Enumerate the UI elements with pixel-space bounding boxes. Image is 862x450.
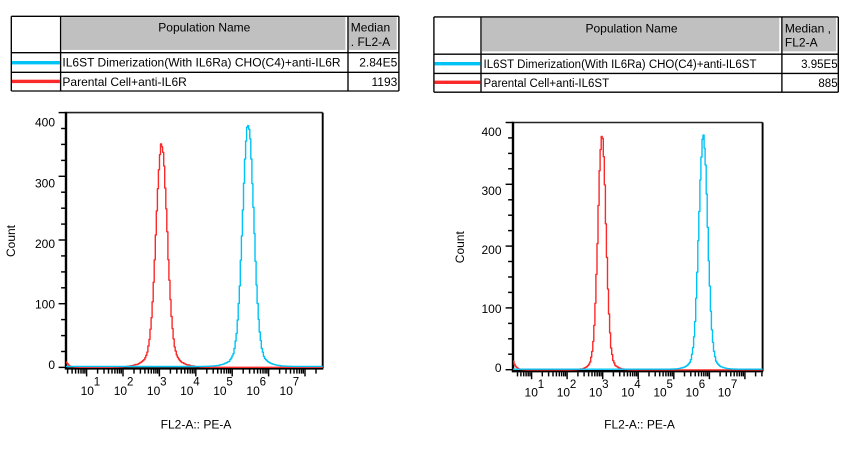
svg-text:FL2-A:: PE-A: FL2-A:: PE-A <box>161 418 232 432</box>
svg-text:1: 1 <box>538 379 544 391</box>
svg-text:6: 6 <box>260 377 266 389</box>
svg-text:1: 1 <box>94 377 100 389</box>
svg-text:Parental Cell+anti-IL6ST: Parental Cell+anti-IL6ST <box>484 78 610 90</box>
svg-text:4: 4 <box>193 377 200 389</box>
svg-text:10: 10 <box>180 384 194 398</box>
svg-text:10: 10 <box>280 384 294 398</box>
svg-text:3.95E5: 3.95E5 <box>801 59 837 71</box>
svg-text:2.84E5: 2.84E5 <box>359 56 397 70</box>
svg-text:0: 0 <box>495 361 502 375</box>
svg-text:3: 3 <box>602 379 608 391</box>
svg-text:Count: Count <box>4 224 18 257</box>
svg-text:100: 100 <box>35 298 55 312</box>
svg-text:5: 5 <box>226 377 232 389</box>
svg-text:0: 0 <box>48 358 55 372</box>
svg-text:10: 10 <box>147 384 161 398</box>
svg-text:10: 10 <box>557 386 571 400</box>
svg-text:5: 5 <box>666 379 672 391</box>
svg-text:6: 6 <box>699 379 705 391</box>
svg-text:10: 10 <box>718 386 732 400</box>
svg-text:7: 7 <box>731 379 737 391</box>
svg-text:2: 2 <box>127 377 133 389</box>
svg-text:200: 200 <box>35 237 55 251</box>
svg-text:300: 300 <box>35 176 55 190</box>
svg-text:FL2-A: FL2-A <box>785 36 818 50</box>
svg-text:400: 400 <box>35 116 55 130</box>
svg-text:1193: 1193 <box>371 75 397 89</box>
svg-text:10: 10 <box>686 386 700 400</box>
svg-text:Count: Count <box>453 231 467 264</box>
svg-text:10: 10 <box>246 384 260 398</box>
svg-text:IL6ST Dimerization(With IL6Ra): IL6ST Dimerization(With IL6Ra) CHO(C4)+a… <box>62 56 341 70</box>
svg-text:4: 4 <box>634 379 641 391</box>
svg-text:10: 10 <box>653 386 667 400</box>
svg-text:3: 3 <box>160 377 166 389</box>
svg-text:Median: Median <box>351 21 390 35</box>
svg-text:10: 10 <box>213 384 227 398</box>
svg-text:100: 100 <box>481 302 501 316</box>
svg-text:Population Name: Population Name <box>158 21 250 35</box>
svg-text:885: 885 <box>818 78 837 90</box>
svg-text:IL6ST Dimerization(With IL6Ra): IL6ST Dimerization(With IL6Ra) CHO(C4)+a… <box>484 59 757 71</box>
svg-text:10: 10 <box>589 386 603 400</box>
svg-text:10: 10 <box>525 386 539 400</box>
svg-text:FL2-A:: PE-A: FL2-A:: PE-A <box>604 418 675 432</box>
svg-text:400: 400 <box>481 125 501 139</box>
svg-text:200: 200 <box>481 243 501 257</box>
svg-text:2: 2 <box>570 379 576 391</box>
svg-text:300: 300 <box>481 184 501 198</box>
svg-text:10: 10 <box>621 386 635 400</box>
svg-text:Parental Cell+anti-IL6R: Parental Cell+anti-IL6R <box>62 75 187 89</box>
svg-text:7: 7 <box>293 377 299 389</box>
svg-text:10: 10 <box>114 384 128 398</box>
svg-text:Median ,: Median , <box>785 21 831 35</box>
svg-text:. FL2-A: . FL2-A <box>351 35 390 49</box>
svg-text:Population Name: Population Name <box>585 21 677 35</box>
svg-text:10: 10 <box>81 384 95 398</box>
